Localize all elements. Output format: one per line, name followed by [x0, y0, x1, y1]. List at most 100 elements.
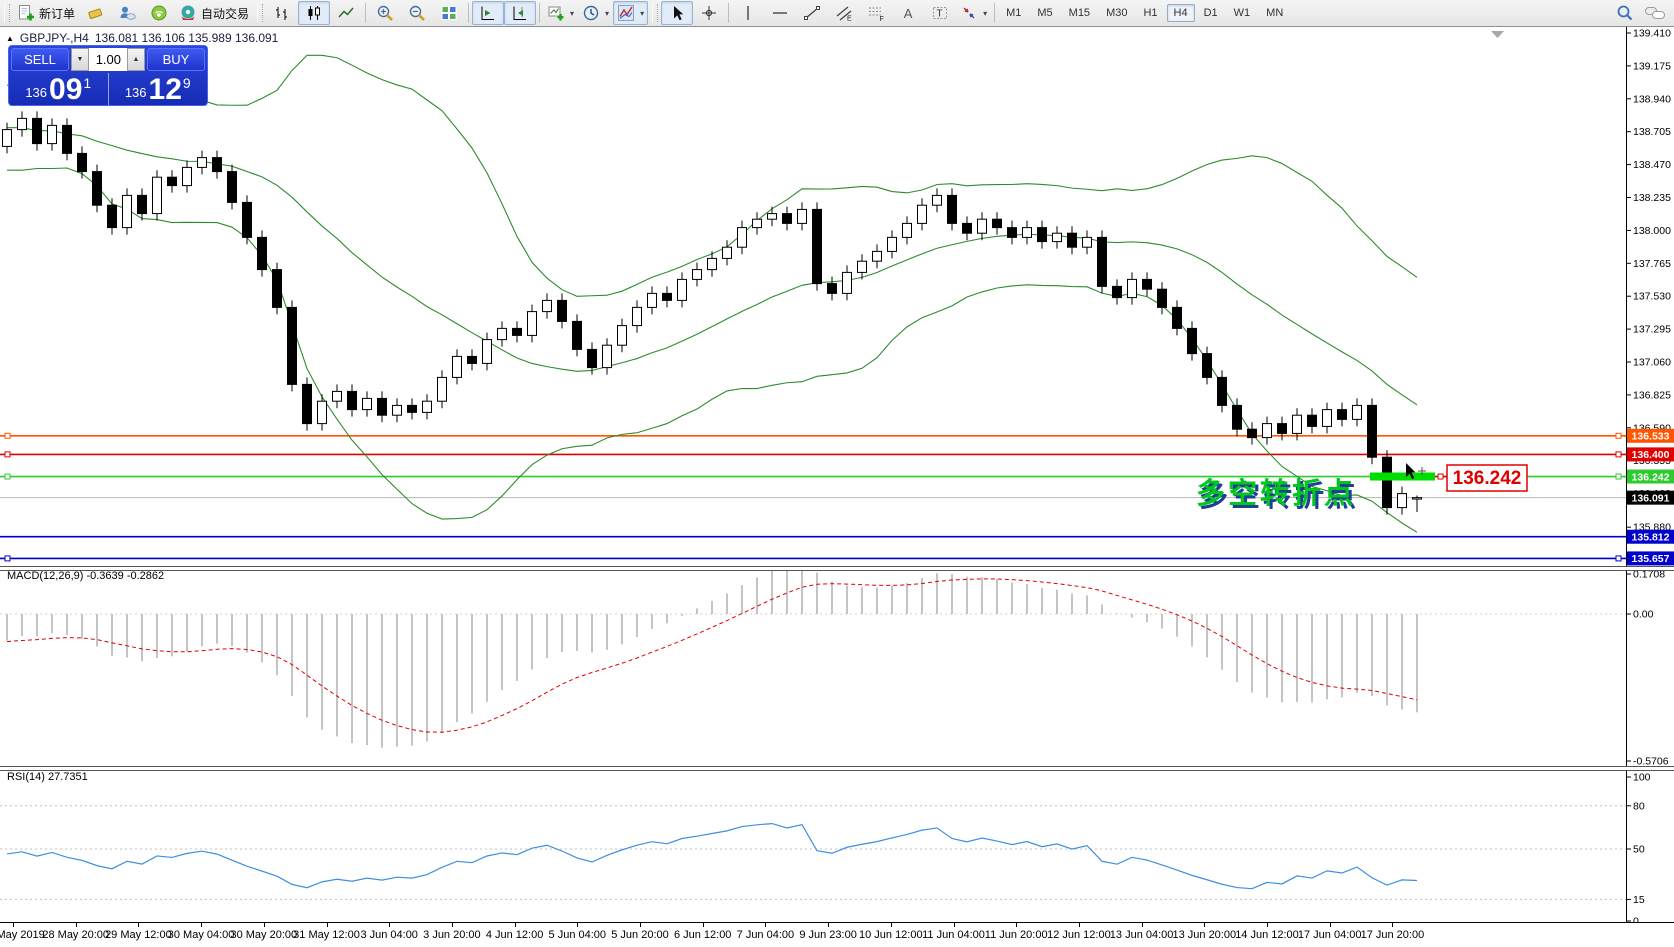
timeframe-w1[interactable]: W1	[1233, 7, 1251, 19]
time-tick-label: 28 May 2019	[0, 929, 45, 941]
price-badge-label: 136.242	[1632, 471, 1670, 483]
crosshair-cursor-icon	[1418, 467, 1426, 475]
clock-icon	[583, 5, 599, 21]
price-badge-label: 135.657	[1632, 553, 1670, 565]
signal-button[interactable]	[143, 1, 175, 25]
candle-body	[782, 213, 792, 224]
timeframe-d1[interactable]: D1	[1203, 7, 1218, 19]
rsi-tick-label: 80	[1633, 800, 1645, 812]
sell-price[interactable]: 136 09 1	[9, 73, 109, 105]
timeframe-m5[interactable]: M5	[1037, 7, 1053, 19]
volume-increase-button[interactable]: ▲	[127, 48, 145, 71]
search-icon[interactable]	[1616, 4, 1634, 22]
new-chart-dropdown[interactable]: ▾	[543, 1, 578, 25]
pane-separator[interactable]	[0, 766, 1674, 771]
time-tick-label: 31 May 12:00	[293, 929, 360, 941]
macd-pane[interactable]	[0, 569, 1626, 766]
svg-text:T: T	[937, 9, 943, 20]
collapse-chart-icon[interactable]: ▲	[6, 33, 14, 43]
text-tool[interactable]: A	[892, 1, 924, 25]
chat-icon[interactable]	[1644, 4, 1666, 22]
candle-body	[1202, 353, 1212, 378]
candle-body	[407, 404, 417, 413]
buy-button[interactable]: BUY	[147, 48, 205, 71]
rsi-line	[6, 822, 1418, 890]
rsi-indicator-label: RSI(14) 27.7351	[7, 771, 88, 783]
line-chart-button[interactable]	[330, 1, 362, 25]
pane-separator[interactable]	[0, 566, 1674, 571]
tile-windows-button[interactable]	[433, 1, 465, 25]
price-axis[interactable]: 139.410 139.175 138.940 138.705 138.470 138.2…	[1626, 27, 1674, 922]
crosshair-tool-button[interactable]	[693, 1, 725, 25]
horizontal-line-icon	[773, 12, 788, 14]
chart-shift-button[interactable]	[504, 1, 537, 25]
community-button[interactable]	[111, 1, 143, 25]
candlestick-chart-button[interactable]	[298, 1, 331, 25]
one-click-trading-panel: SELL ▼ 1.00 ▲ BUY 136 09 1 136 12 9	[8, 45, 208, 106]
zoom-out-button[interactable]	[401, 1, 433, 25]
candle-body	[392, 404, 402, 416]
auto-scroll-button[interactable]	[472, 1, 505, 25]
timeframe-mn[interactable]: MN	[1266, 7, 1284, 19]
candle-body	[977, 218, 987, 234]
volume-decrease-button[interactable]: ▼	[71, 48, 89, 71]
candle-body	[542, 299, 552, 313]
time-tick-label: 28 May 20:00	[42, 929, 110, 941]
rsi-tick-label: 100	[1633, 772, 1651, 784]
buy-price[interactable]: 136 12 9	[109, 73, 208, 105]
price-flag-box	[1446, 464, 1528, 492]
macd-tick-label: 0.1708	[1633, 569, 1665, 581]
auto-trading-button[interactable]: 自动交易	[175, 1, 253, 25]
crosshair-icon	[702, 6, 717, 20]
arrows-dropdown[interactable]: ▾	[956, 1, 991, 25]
vertical-line-tool[interactable]	[732, 1, 764, 25]
line-endpoint-marker	[4, 451, 11, 458]
horizontal-line-tool[interactable]	[764, 1, 796, 25]
candle-body	[182, 166, 192, 187]
tile-windows-icon	[441, 6, 457, 20]
candle-body	[722, 246, 732, 259]
timeframe-h1[interactable]: H1	[1143, 7, 1158, 19]
sell-price-prefix: 136	[25, 85, 48, 100]
indicators-dropdown[interactable]: ▾	[613, 1, 649, 25]
time-tick	[640, 923, 641, 927]
zoom-in-button[interactable]	[369, 1, 401, 25]
candle-body	[347, 390, 357, 411]
time-tick-label: 9 Jun 23:00	[799, 929, 857, 941]
sell-button[interactable]: SELL	[11, 48, 69, 71]
candle-body	[452, 355, 462, 378]
time-tick-label: 7 Jun 04:00	[736, 929, 795, 941]
period-dropdown[interactable]: ▾	[578, 1, 613, 25]
timeframe-m30[interactable]: M30	[1106, 7, 1128, 19]
timeframe-h4[interactable]: H4	[1166, 4, 1195, 22]
trendline-tool[interactable]	[796, 1, 828, 25]
candle-body	[902, 222, 912, 238]
toolbar-separator	[468, 3, 470, 23]
candle-body	[152, 176, 162, 215]
rsi-pane[interactable]	[0, 769, 1626, 922]
timeframe-m15[interactable]: M15	[1068, 7, 1091, 19]
candle-body	[917, 204, 927, 224]
flag-connector-marker	[1437, 473, 1444, 480]
bar-chart-button[interactable]	[266, 1, 298, 25]
time-tick	[1267, 923, 1268, 927]
timeframe-m1[interactable]: M1	[1006, 7, 1022, 19]
fibonacci-tool[interactable]: F	[860, 1, 892, 25]
candle-body	[737, 227, 747, 248]
candle-body	[272, 269, 282, 308]
time-tick-label: 5 Jun 20:00	[611, 929, 669, 941]
price-tick-label: 138.000	[1633, 225, 1671, 237]
volume-input[interactable]: 1.00	[89, 48, 127, 71]
candle-body	[1337, 409, 1347, 420]
dropdown-caret-icon: ▾	[640, 8, 645, 18]
equidistant-channel-tool[interactable]: E	[828, 1, 860, 25]
line-endpoint-marker	[4, 473, 11, 480]
text-label-tool[interactable]: T	[924, 1, 956, 25]
new-order-button[interactable]: 新订单	[13, 1, 79, 25]
cursor-tool-button[interactable]	[661, 1, 694, 25]
line-endpoint-marker	[1615, 473, 1622, 480]
eraser-button[interactable]	[79, 1, 111, 25]
candle-body	[677, 278, 687, 301]
